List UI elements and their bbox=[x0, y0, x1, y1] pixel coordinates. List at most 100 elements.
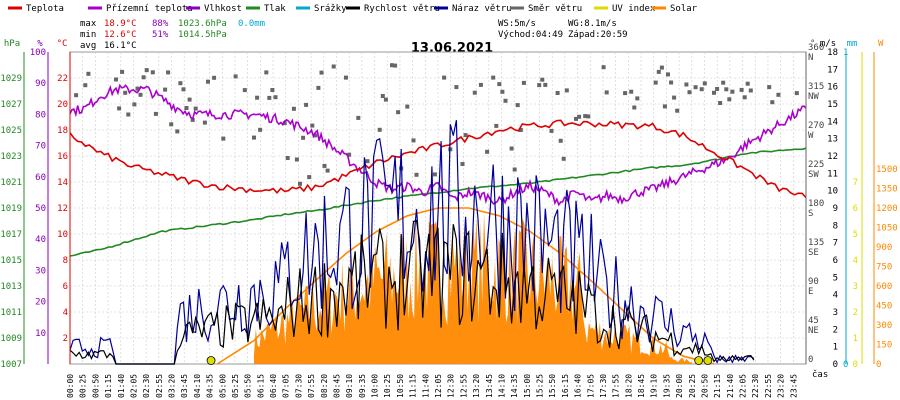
axis-compass-dir: S bbox=[808, 209, 813, 219]
wind-direction-point bbox=[601, 65, 606, 70]
wind-direction-point bbox=[767, 85, 772, 90]
wind-direction-point bbox=[537, 83, 542, 88]
wind-direction-point bbox=[497, 82, 502, 87]
wind-direction-point bbox=[294, 157, 299, 162]
wind-direction-point bbox=[405, 104, 410, 109]
uv-marker bbox=[703, 356, 713, 365]
wind-direction-point bbox=[138, 92, 143, 97]
x-tick-label: 22:30 bbox=[751, 374, 760, 398]
stat-min-temp: 12.6°C bbox=[104, 30, 137, 40]
wind-direction-point bbox=[635, 96, 640, 101]
wind-direction-point bbox=[509, 146, 514, 151]
wind-direction-point bbox=[141, 75, 146, 80]
wind-direction-point bbox=[319, 70, 324, 75]
axis-tick-hum: 100 bbox=[30, 48, 46, 58]
axis-compass-dir: E bbox=[808, 287, 813, 297]
wind-direction-point bbox=[653, 80, 658, 85]
wind-direction-point bbox=[577, 114, 582, 119]
axis-tick-solar: 450 bbox=[876, 302, 892, 312]
axis-tick-wind: 2 bbox=[833, 325, 838, 335]
x-tick-label: 02:05 bbox=[129, 374, 138, 398]
x-tick-label: 18:20 bbox=[624, 374, 633, 398]
axis-tick-wind: 10 bbox=[827, 187, 838, 197]
axis-unit-rain: mm bbox=[847, 39, 858, 49]
x-tick-label: 13:45 bbox=[485, 374, 494, 398]
x-tick-label: 10:00 bbox=[371, 374, 380, 398]
x-tick-label: 02:55 bbox=[155, 374, 164, 398]
axis-tick-wind: 6 bbox=[833, 256, 838, 266]
stat-max-hum: 88% bbox=[152, 19, 169, 29]
legend-label-wind: Rychlost větru bbox=[364, 4, 440, 14]
legend-label-feel: Přízemní teplota bbox=[106, 4, 193, 14]
wind-direction-point bbox=[463, 133, 468, 138]
uv-marker bbox=[206, 356, 216, 365]
wind-direction-point bbox=[485, 149, 490, 154]
uv-marker bbox=[694, 356, 704, 365]
stat-max-temp: 18.9°C bbox=[104, 19, 137, 29]
axis-tick-hum: 10 bbox=[35, 329, 46, 339]
x-tick-label: 05:00 bbox=[218, 374, 227, 398]
wind-direction-point bbox=[693, 85, 698, 90]
wind-direction-point bbox=[512, 167, 517, 172]
axis-unit-dir: ° bbox=[810, 39, 815, 49]
axis-tick-solar: 150 bbox=[876, 341, 892, 351]
wind-direction-point bbox=[543, 82, 548, 87]
wind-direction-point bbox=[153, 111, 158, 116]
humidity-line bbox=[69, 83, 807, 207]
wind-direction-point bbox=[632, 105, 637, 110]
x-tick-label: 20:25 bbox=[688, 374, 697, 398]
axis-tick-temp: 12 bbox=[57, 204, 68, 214]
x-tick-label: 23:45 bbox=[789, 374, 798, 398]
wind-direction-point bbox=[583, 114, 588, 119]
wind-direction-point bbox=[86, 71, 91, 76]
wind-direction-point bbox=[273, 95, 278, 100]
axis-compass-dir: NE bbox=[808, 326, 819, 336]
wind-direction-point bbox=[586, 114, 591, 119]
axis-tick-press: 1019 bbox=[0, 204, 22, 214]
x-tick-label: 12:05 bbox=[434, 374, 443, 398]
wind-direction-point bbox=[623, 91, 628, 96]
axis-tick-press: 1027 bbox=[0, 100, 22, 110]
wind-direction-point bbox=[712, 90, 716, 95]
wind-direction-point bbox=[187, 97, 192, 102]
axis-tick-wind: 5 bbox=[833, 273, 838, 283]
wind-direction-point bbox=[255, 95, 260, 100]
wind-direction-point bbox=[356, 115, 361, 120]
wind-direction-point bbox=[702, 81, 707, 86]
axis-tick-hum: 30 bbox=[35, 266, 46, 276]
wind-direction-point bbox=[304, 102, 309, 107]
wind-direction-point bbox=[699, 87, 704, 92]
axis-tick-wind: 3 bbox=[833, 308, 838, 318]
wind-direction-point bbox=[494, 123, 499, 128]
wind-direction-point bbox=[555, 91, 560, 95]
axis-tick-dir: 90 bbox=[808, 277, 819, 287]
wind-direction-point bbox=[491, 75, 496, 80]
axis-tick-hum: 80 bbox=[35, 110, 46, 120]
wind-direction-point bbox=[322, 163, 327, 168]
x-tick-label: 09:35 bbox=[358, 374, 367, 398]
axis-tick-press: 1025 bbox=[0, 126, 22, 136]
wind-direction-point bbox=[264, 70, 269, 75]
x-tick-label: 15:00 bbox=[523, 374, 532, 398]
axis-tick-temp: 16 bbox=[57, 152, 68, 162]
wind-direction-point bbox=[561, 156, 566, 161]
stat-sunrise: Východ:04:49 bbox=[498, 30, 563, 40]
wind-direction-point bbox=[794, 91, 799, 96]
pressure-line bbox=[69, 147, 807, 257]
axis-tick-temp: 10 bbox=[57, 230, 68, 240]
x-tick-label: 17:30 bbox=[599, 374, 608, 398]
axis-tick-wind: 8 bbox=[833, 221, 838, 231]
axis-tick-dir: 180 bbox=[808, 199, 824, 209]
x-tick-label: 05:25 bbox=[231, 374, 240, 398]
wind-direction-point bbox=[742, 95, 747, 100]
wind-direction-point bbox=[212, 75, 217, 80]
x-tick-label: 03:20 bbox=[168, 374, 177, 398]
axis-tick-wind: 13 bbox=[827, 135, 838, 145]
x-tick-label: 04:10 bbox=[193, 374, 202, 398]
wind-direction-point bbox=[521, 80, 526, 85]
axis-tick-rain: 0 bbox=[843, 360, 848, 370]
axis-tick-solar: 1350 bbox=[876, 185, 898, 195]
wind-direction-point bbox=[739, 87, 744, 92]
wind-direction-point bbox=[629, 89, 634, 94]
